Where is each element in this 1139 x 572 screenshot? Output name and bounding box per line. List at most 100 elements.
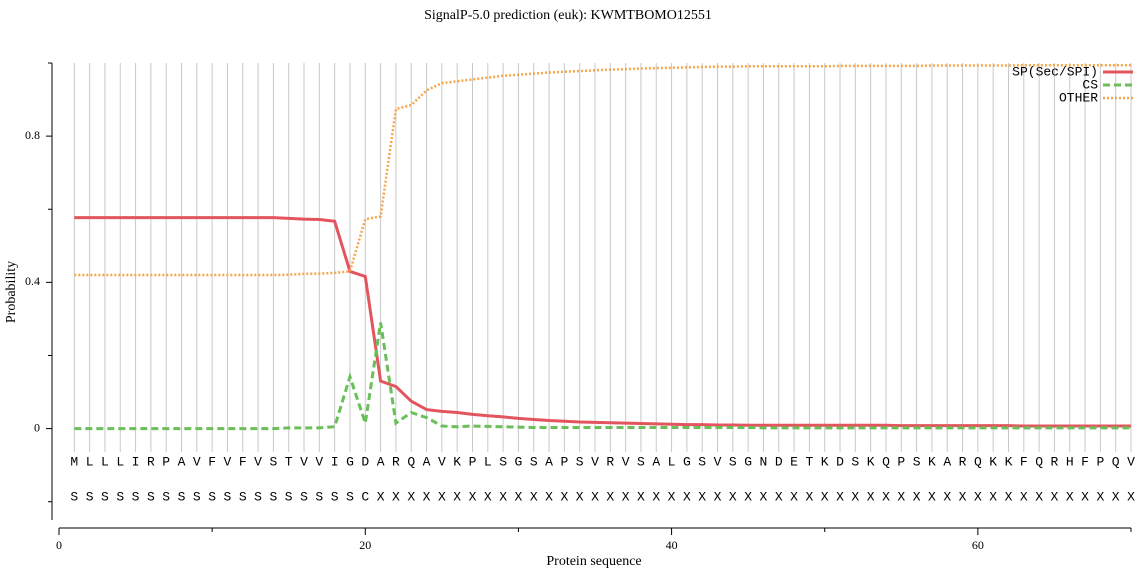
predicted-label: C <box>361 489 369 504</box>
predicted-label: X <box>989 489 997 504</box>
residue: K <box>453 454 461 469</box>
residue: Q <box>974 454 982 469</box>
predicted-label: X <box>836 489 844 504</box>
y-axis-label: Probability <box>4 261 19 323</box>
predicted-label: X <box>530 489 538 504</box>
predicted-label: X <box>652 489 660 504</box>
residue: P <box>897 454 905 469</box>
predicted-label: X <box>729 489 737 504</box>
residue: I <box>132 454 140 469</box>
residue: F <box>1081 454 1089 469</box>
predicted-label: X <box>928 489 936 504</box>
predicted-label: X <box>1127 489 1135 504</box>
predicted-label: S <box>86 489 94 504</box>
predicted-label: S <box>70 489 78 504</box>
residue: V <box>254 454 262 469</box>
predicted-label: X <box>1112 489 1120 504</box>
predicted-label: X <box>714 489 722 504</box>
residue: L <box>101 454 109 469</box>
predicted-label: X <box>1020 489 1028 504</box>
residue: A <box>423 454 431 469</box>
residue: G <box>683 454 691 469</box>
predicted-label: X <box>943 489 951 504</box>
y-tick-label: 0.8 <box>25 128 40 142</box>
predicted-label: X <box>560 489 568 504</box>
predicted-label: S <box>254 489 262 504</box>
predicted-label: S <box>269 489 277 504</box>
x-tick-label: 40 <box>666 538 678 552</box>
predicted-label: S <box>147 489 155 504</box>
x-tick-label: 20 <box>359 538 371 552</box>
predicted-label: S <box>285 489 293 504</box>
residue: E <box>790 454 798 469</box>
residue: P <box>560 454 568 469</box>
predicted-label: X <box>913 489 921 504</box>
residue: P <box>469 454 477 469</box>
residue: G <box>346 454 354 469</box>
residue: N <box>760 454 768 469</box>
predicted-label: X <box>1096 489 1104 504</box>
residue: V <box>224 454 232 469</box>
chart-title: SignalP-5.0 prediction (euk): KWMTBOMO12… <box>424 8 712 23</box>
predicted-label: S <box>132 489 140 504</box>
residue: Q <box>1035 454 1043 469</box>
predicted-label: X <box>591 489 599 504</box>
series-line <box>74 216 1131 428</box>
residue: S <box>530 454 538 469</box>
residue: P <box>1096 454 1104 469</box>
residue: A <box>178 454 186 469</box>
predicted-label: S <box>224 489 232 504</box>
residue: V <box>591 454 599 469</box>
residue: L <box>668 454 676 469</box>
residue: R <box>606 454 614 469</box>
predicted-label: X <box>744 489 752 504</box>
residue: D <box>836 454 844 469</box>
predicted-label: X <box>515 489 523 504</box>
residue: S <box>851 454 859 469</box>
residue: L <box>86 454 94 469</box>
predicted-label: X <box>1066 489 1074 504</box>
residue: G <box>744 454 752 469</box>
residue: K <box>928 454 936 469</box>
predicted-label: S <box>162 489 170 504</box>
residue: S <box>913 454 921 469</box>
residue: V <box>1127 454 1135 469</box>
predicted-label: X <box>438 489 446 504</box>
residue: D <box>361 454 369 469</box>
predicted-label: S <box>346 489 354 504</box>
predicted-label: X <box>882 489 890 504</box>
predicted-label: S <box>193 489 201 504</box>
residue: L <box>116 454 124 469</box>
predicted-label: X <box>897 489 905 504</box>
predicted-label: X <box>484 489 492 504</box>
predicted-label: S <box>315 489 323 504</box>
predicted-label: S <box>116 489 124 504</box>
residue: R <box>1051 454 1059 469</box>
residue: Q <box>882 454 890 469</box>
residue: V <box>622 454 630 469</box>
predicted-label: X <box>790 489 798 504</box>
residue: T <box>285 454 293 469</box>
predicted-label: X <box>760 489 768 504</box>
series-line <box>74 322 1131 431</box>
residue: S <box>729 454 737 469</box>
residue: G <box>515 454 523 469</box>
residue: T <box>805 454 813 469</box>
legend-label: OTHER <box>1059 90 1098 105</box>
residue: D <box>775 454 783 469</box>
residue: L <box>484 454 492 469</box>
residue: R <box>392 454 400 469</box>
residue: V <box>193 454 201 469</box>
y-tick-label: 0.4 <box>25 274 40 288</box>
residue: F <box>208 454 216 469</box>
predicted-label: X <box>683 489 691 504</box>
predicted-label: X <box>698 489 706 504</box>
x-axis-label: Protein sequence <box>546 554 641 569</box>
x-tick-label: 0 <box>56 538 62 552</box>
residue: A <box>377 454 385 469</box>
legend-label: CS <box>1082 77 1098 92</box>
predicted-label: X <box>974 489 982 504</box>
residue: F <box>1020 454 1028 469</box>
residue: S <box>499 454 507 469</box>
